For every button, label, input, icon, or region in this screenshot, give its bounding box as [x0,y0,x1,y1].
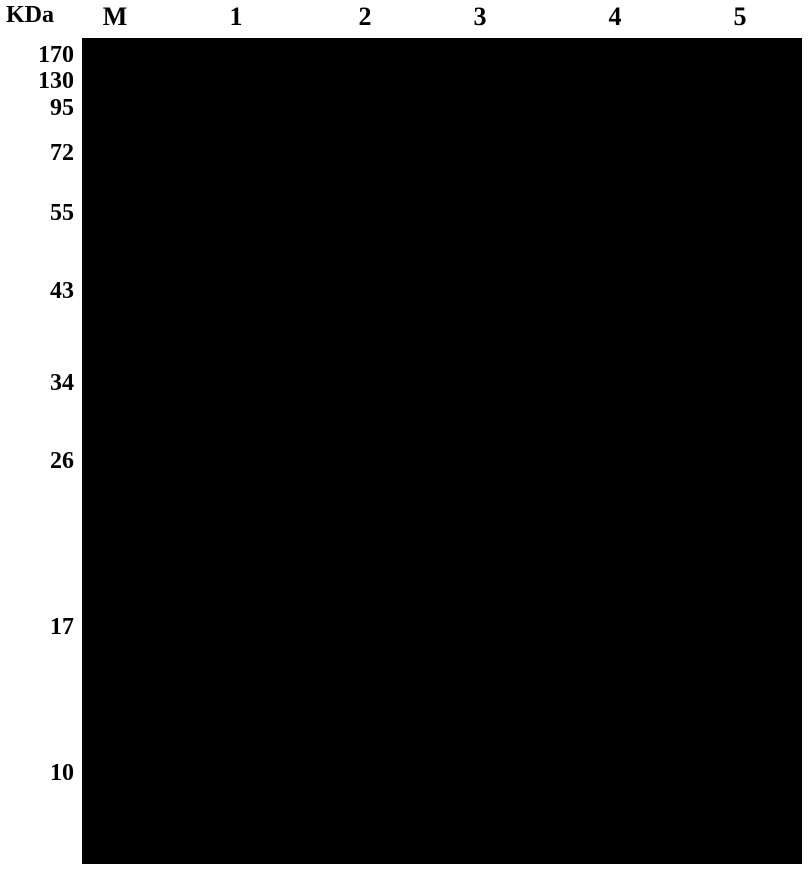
marker-17: 17 [50,614,74,641]
unit-label: KDa [6,2,54,29]
molecular-weight-markers: 170 130 95 72 55 43 34 26 17 10 [0,38,82,882]
marker-43: 43 [50,278,74,305]
marker-26: 26 [50,448,74,475]
lane-header-4: 4 [595,2,635,32]
marker-10: 10 [50,760,74,787]
marker-55: 55 [50,200,74,227]
marker-130: 130 [38,68,74,95]
lane-header-2: 2 [345,2,385,32]
lane-header-1: 1 [216,2,256,32]
lane-header-3: 3 [460,2,500,32]
marker-170: 170 [38,42,74,69]
gel-figure: KDa M 1 2 3 4 5 170 130 95 72 55 43 34 2… [0,0,811,891]
lane-header-5: 5 [720,2,760,32]
lane-header-row: KDa M 1 2 3 4 5 [0,0,811,38]
marker-34: 34 [50,370,74,397]
marker-72: 72 [50,140,74,167]
marker-95: 95 [50,95,74,122]
lane-header-marker: M [95,2,135,32]
gel-image-area [82,38,802,864]
